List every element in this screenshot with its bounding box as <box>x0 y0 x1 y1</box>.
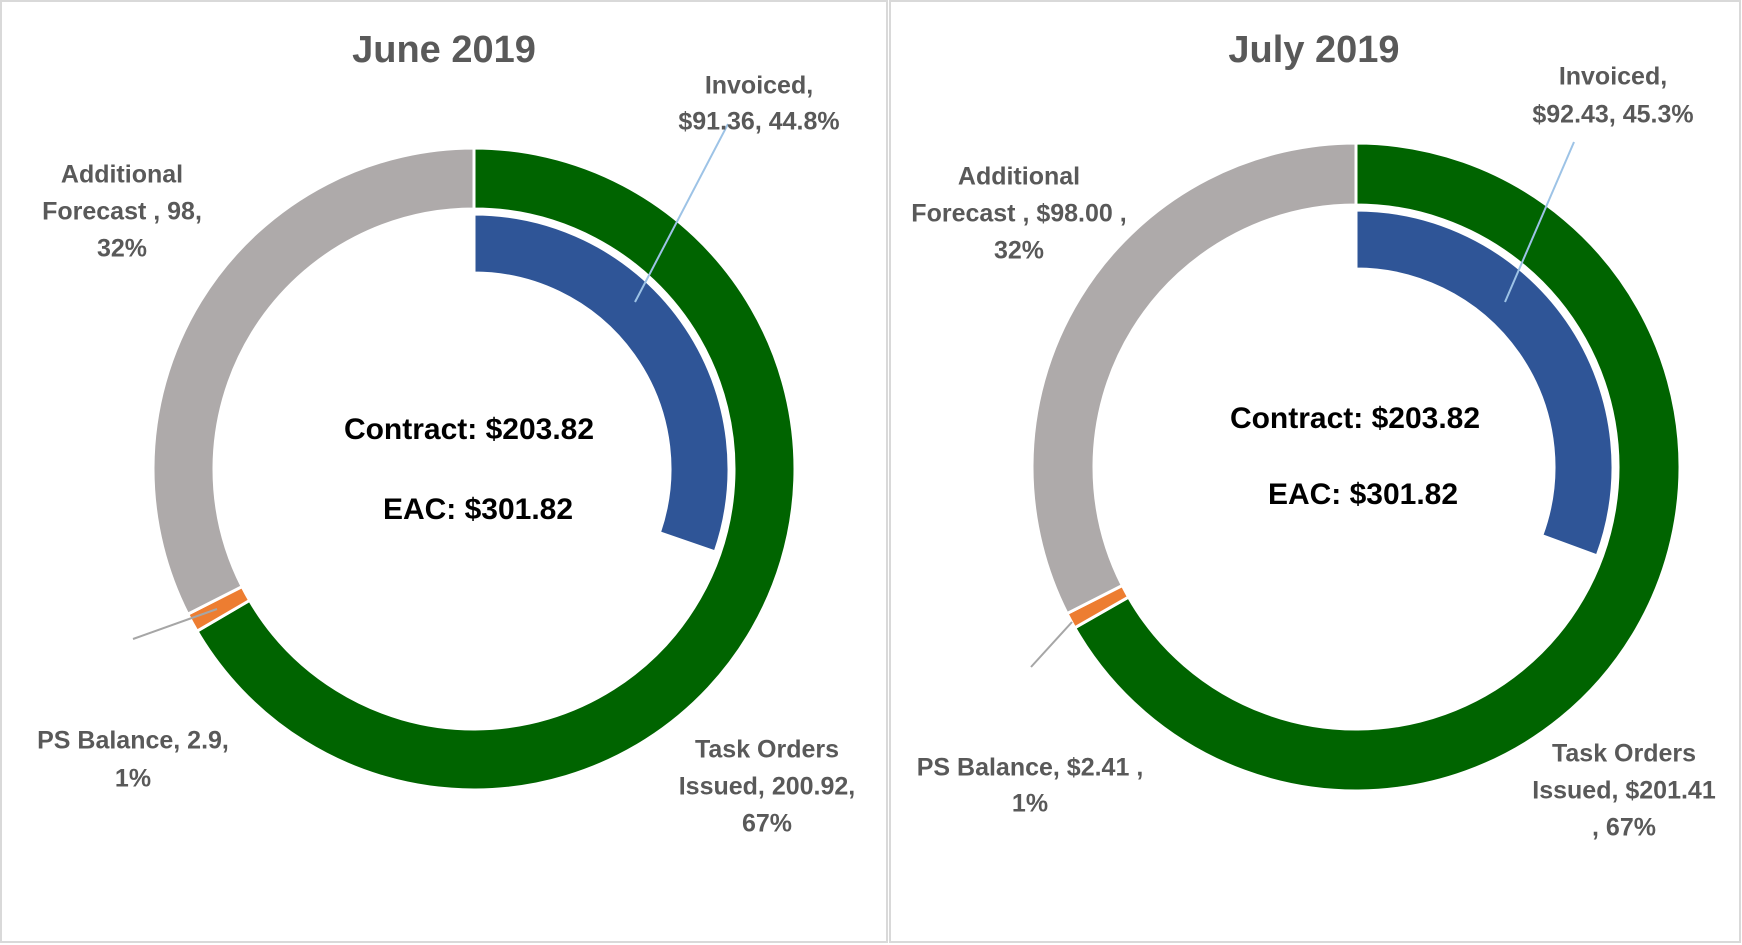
leader-line <box>1030 621 1073 668</box>
center-annotation: Contract: $203.82 <box>344 413 594 446</box>
data-label: Task Orders <box>695 736 839 764</box>
doughnut-segment <box>1072 141 1682 793</box>
panel-border <box>0 0 888 943</box>
data-label: Forecast , 98, <box>42 198 202 226</box>
data-label: PS Balance, $2.41 , <box>917 754 1144 782</box>
doughnut-segment <box>151 146 476 617</box>
data-label: Additional <box>958 163 1080 191</box>
inner-segment <box>1354 208 1615 558</box>
data-label: $91.36, 44.8% <box>678 108 839 136</box>
data-label: 32% <box>994 237 1044 265</box>
data-label: , 67% <box>1592 814 1656 842</box>
chart-title: July 2019 <box>1228 29 1399 71</box>
data-label: $92.43, 45.3% <box>1532 101 1693 129</box>
data-label: Issued, 200.92, <box>679 773 856 801</box>
data-label: 32% <box>97 235 147 263</box>
leader-line <box>1504 141 1575 303</box>
data-label: Task Orders <box>1552 740 1696 768</box>
data-label: Forecast , $98.00 , <box>911 200 1126 228</box>
data-label: PS Balance, 2.9, <box>37 727 229 755</box>
center-annotation: Contract: $203.82 <box>1230 402 1480 435</box>
data-label: Issued, $201.41 <box>1532 777 1716 805</box>
data-label: 1% <box>1012 790 1048 818</box>
doughnut-segment <box>194 146 797 792</box>
panel-border <box>889 0 1741 943</box>
data-label: 67% <box>742 810 792 838</box>
doughnut-segment <box>1030 141 1358 616</box>
data-label: Additional <box>61 161 183 189</box>
leader-line <box>634 123 729 303</box>
leader-line <box>132 608 218 640</box>
inner-segment <box>472 212 731 554</box>
data-label: Invoiced, <box>1559 63 1667 91</box>
center-annotation: EAC: $301.82 <box>1268 478 1458 511</box>
data-label: 1% <box>115 765 151 793</box>
chart-title: June 2019 <box>352 29 536 71</box>
center-annotation: EAC: $301.82 <box>383 493 573 526</box>
data-label: Invoiced, <box>705 72 813 100</box>
